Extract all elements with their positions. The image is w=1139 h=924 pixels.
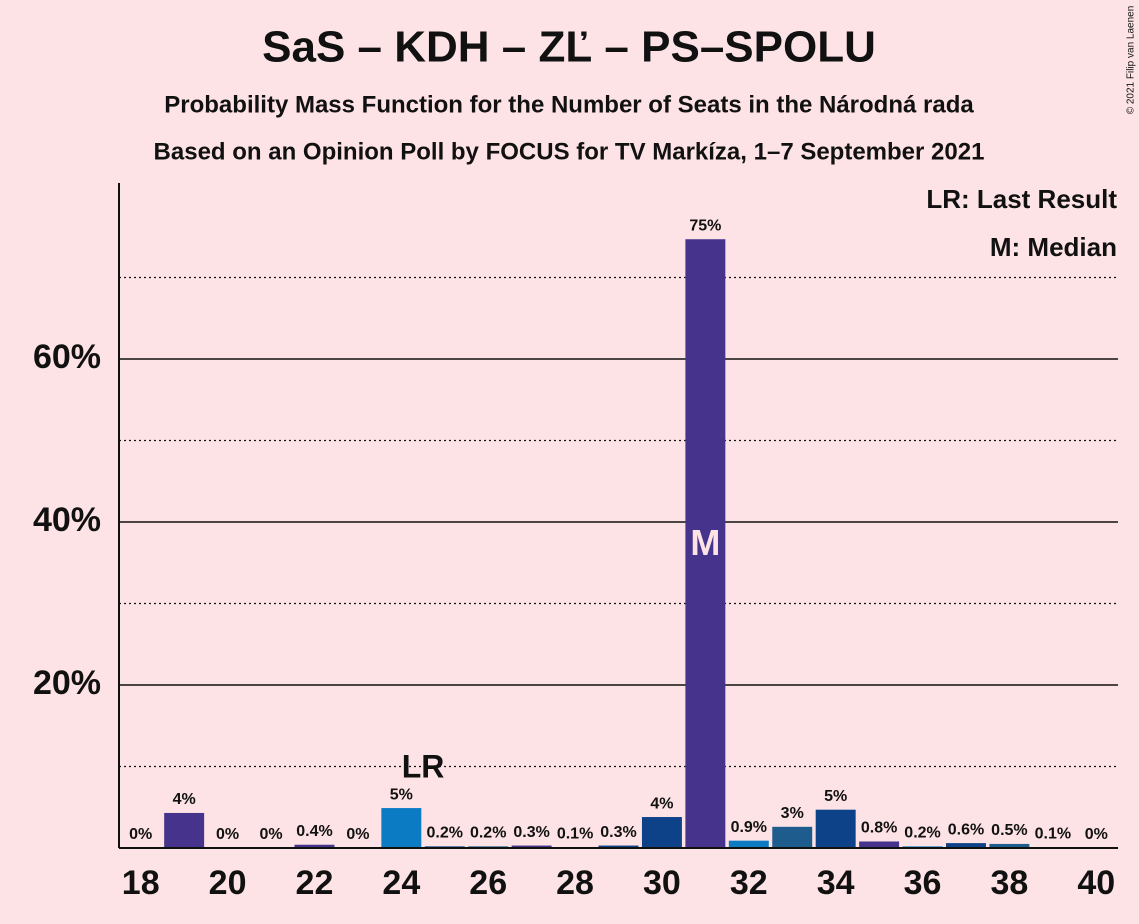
- value-label: 0.2%: [427, 825, 463, 842]
- chart-subtitle: Based on an Opinion Poll by FOCUS for TV…: [154, 138, 985, 165]
- chart-title: SaS – KDH – ZĽ – PS–SPOLU: [262, 23, 876, 72]
- bar: [772, 826, 813, 848]
- x-tick-label: 40: [1077, 864, 1115, 902]
- value-label: 0%: [346, 826, 369, 843]
- value-label: 0.6%: [948, 821, 984, 838]
- value-label: 5%: [824, 788, 847, 805]
- value-label: 0.3%: [600, 824, 636, 841]
- bar: [989, 843, 1030, 848]
- value-label: 4%: [173, 791, 196, 808]
- bar: [641, 817, 682, 848]
- value-label: 0.8%: [861, 820, 897, 837]
- bar: [728, 840, 769, 848]
- bar: [945, 843, 986, 848]
- x-tick-label: 26: [469, 864, 507, 902]
- copyright: © 2021 Filip van Laenen: [1126, 6, 1137, 115]
- x-tick-label: 36: [904, 864, 942, 902]
- value-label: 5%: [390, 786, 413, 803]
- value-label: 0%: [129, 826, 152, 843]
- bar: [685, 239, 726, 848]
- value-label: 0.1%: [557, 825, 593, 842]
- value-label: 0%: [216, 826, 239, 843]
- value-label: 0.2%: [904, 825, 940, 842]
- bar: [164, 812, 205, 848]
- value-label: 0%: [259, 826, 282, 843]
- x-tick-label: 22: [296, 864, 334, 902]
- bar: [381, 808, 422, 848]
- value-label: 0.2%: [470, 825, 506, 842]
- value-label: 0.1%: [1035, 825, 1071, 842]
- legend-entry: LR: Last Result: [926, 184, 1117, 214]
- legend-entry: M: Median: [990, 232, 1117, 262]
- bar: [598, 845, 639, 848]
- x-tick-label: 20: [209, 864, 247, 902]
- x-tick-label: 28: [556, 864, 594, 902]
- last-result-marker: LR: [402, 748, 445, 784]
- value-label: 0.4%: [296, 823, 332, 840]
- value-label: 3%: [781, 805, 804, 822]
- y-tick-label: 40%: [33, 501, 101, 539]
- value-label: 4%: [650, 795, 673, 812]
- value-label: 0.5%: [991, 822, 1027, 839]
- bar: [511, 845, 552, 848]
- bar: [294, 844, 335, 848]
- x-tick-label: 38: [990, 864, 1028, 902]
- y-tick-label: 60%: [33, 338, 101, 376]
- value-label: 0.9%: [731, 819, 767, 836]
- value-label: 0%: [1085, 826, 1108, 843]
- x-tick-label: 18: [122, 864, 160, 902]
- value-label: 0.3%: [513, 824, 549, 841]
- value-label: 75%: [689, 217, 721, 234]
- x-tick-label: 30: [643, 864, 681, 902]
- y-tick-label: 20%: [33, 664, 101, 702]
- median-marker: M: [690, 522, 720, 563]
- x-tick-label: 24: [382, 864, 420, 902]
- bar: [815, 809, 856, 848]
- x-tick-label: 32: [730, 864, 768, 902]
- chart-subtitle: Probability Mass Function for the Number…: [164, 91, 974, 118]
- bar: [859, 841, 900, 848]
- x-tick-label: 34: [817, 864, 855, 902]
